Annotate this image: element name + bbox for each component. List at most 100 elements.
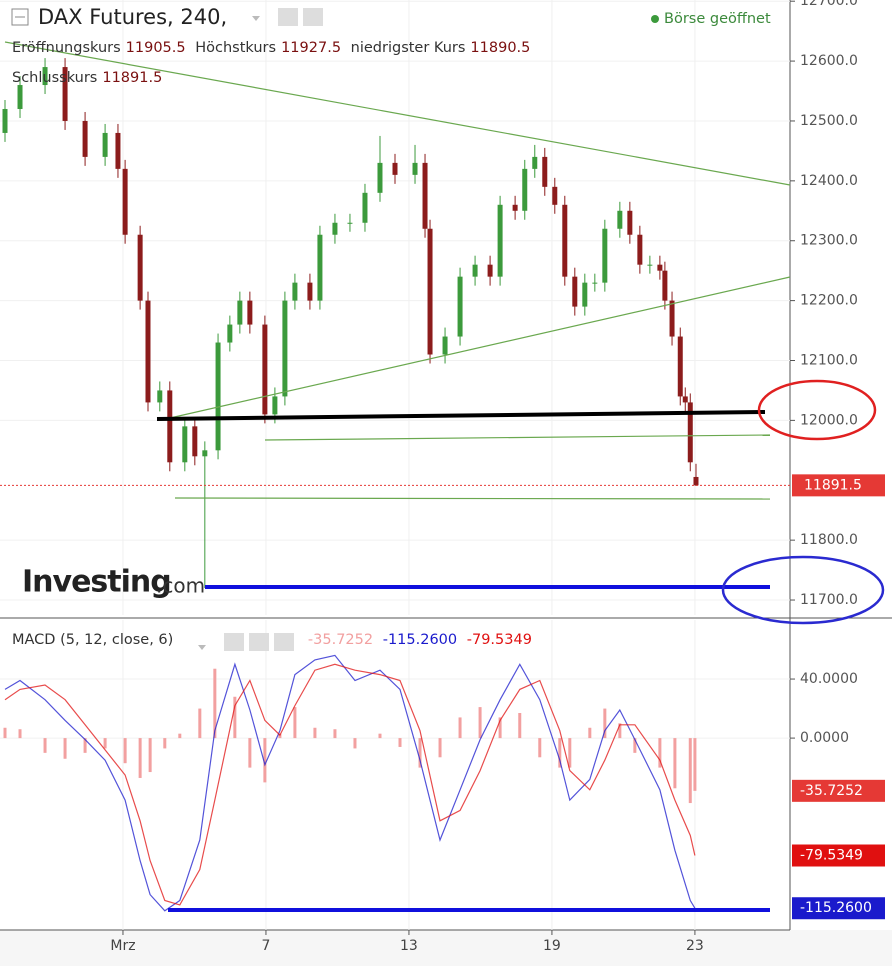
candle-body [472, 264, 478, 277]
histogram-bar [333, 729, 337, 739]
candle-body [627, 210, 633, 235]
candle-body [487, 264, 493, 277]
y-tick-label: 12400.0 [800, 173, 858, 189]
value-box-label: -35.7252 [800, 783, 863, 799]
visibility-icon[interactable] [224, 633, 244, 651]
candle-body [542, 156, 548, 187]
ohlc-label: Schlusskurs [12, 70, 98, 86]
histogram-bar [353, 738, 357, 749]
value-box-label: -79.5349 [800, 848, 863, 864]
candle-body [647, 264, 653, 266]
candle-body [677, 336, 683, 397]
marks: 11891.5 -35.7252 -115.2600 -79.5349 [0, 58, 885, 920]
candle-body [272, 396, 278, 415]
indicator-title: MACD (5, 12, close, 6) [12, 632, 174, 648]
candle-body [2, 108, 8, 133]
value-box [792, 897, 885, 920]
candle-body [237, 300, 243, 325]
circle-marker [757, 379, 877, 441]
histogram-bar [458, 717, 462, 739]
ohlc-value: 11890.5 [470, 40, 531, 56]
candle-body [82, 120, 88, 157]
candle-body [137, 234, 143, 301]
candle-body [362, 192, 368, 223]
histogram-bar [3, 727, 7, 739]
candle-body [247, 300, 253, 325]
candle-body [497, 204, 503, 277]
histogram-bar [248, 738, 252, 768]
trendline [174, 497, 771, 500]
close-icon[interactable] [274, 633, 294, 651]
candle-body [602, 228, 608, 283]
candle-body [693, 476, 699, 486]
candle-body [317, 234, 323, 301]
candle-body [227, 324, 233, 343]
ohlc-label: niedrigster Kurs [350, 40, 466, 56]
candle-body [532, 156, 538, 169]
value-box [792, 779, 885, 802]
x-tick-label: 7 [261, 938, 270, 954]
histogram-bar [693, 738, 697, 791]
trendline [169, 276, 791, 419]
histogram-bar [618, 723, 622, 739]
legend-value: -79.5349 [466, 632, 532, 648]
y-tick-label: 12500.0 [800, 113, 858, 129]
ohlc-row: Schlusskurs 11891.5 [12, 70, 167, 86]
candle-body [657, 264, 663, 271]
x-axis-strip [0, 930, 892, 966]
candle-body [552, 186, 558, 205]
histogram-bar [163, 738, 167, 749]
candle-body [145, 300, 151, 403]
histogram-bar [518, 713, 522, 739]
candle-body [182, 426, 188, 463]
histogram-bar [633, 738, 637, 753]
dropdown-icon[interactable] [198, 645, 206, 650]
candle-body [617, 210, 623, 229]
histogram-bar [293, 707, 297, 739]
ohlc-label: Höchstkurs [195, 40, 277, 56]
histogram-bar [178, 733, 182, 739]
macd-line [4, 663, 696, 906]
y-tick-label: 12200.0 [800, 293, 858, 309]
y-tick-label: 11800.0 [800, 532, 858, 548]
candle-body [687, 402, 693, 463]
histogram-bar [558, 738, 562, 768]
histogram-bar [138, 738, 142, 778]
candle-body [427, 228, 433, 355]
y-tick-label: 12600.0 [800, 53, 858, 69]
dropdown-icon[interactable] [252, 16, 260, 21]
y-tick-label: 0.0000 [800, 730, 849, 746]
y-tick-label: 40.0000 [800, 671, 858, 687]
candle-body [682, 396, 688, 403]
candle-body [392, 162, 398, 175]
watermark: Investing [22, 565, 171, 600]
settings-icon[interactable] [303, 8, 323, 26]
ohlc-label: Eröffnungskurs [12, 40, 121, 56]
ohlc-row: Eröffnungskurs 11905.5 Höchstkurs 11927.5 … [12, 40, 535, 56]
candle-body [442, 336, 448, 355]
legend-value: -115.2600 [382, 632, 458, 648]
candle-body [592, 282, 598, 284]
histogram-bar [418, 738, 422, 768]
histogram-bar [233, 696, 237, 739]
histogram-bar [18, 729, 22, 739]
visibility-icon[interactable] [278, 8, 298, 26]
candle-body [412, 162, 418, 175]
candle-body [102, 132, 108, 157]
candle-body [215, 342, 221, 451]
value-box-label: -115.2600 [800, 900, 872, 916]
collapse-icon[interactable] [11, 8, 29, 26]
candle-body [115, 132, 121, 169]
drawings [4, 41, 885, 912]
candle-body [377, 162, 383, 193]
x-tick-label: 19 [543, 938, 561, 954]
histogram-bar [688, 738, 692, 804]
histogram-bar [263, 738, 267, 783]
histogram-bar [198, 708, 202, 739]
candle-body [522, 168, 528, 211]
x-tick-label: 23 [686, 938, 704, 954]
candle-body [192, 426, 198, 457]
candle-body [457, 276, 463, 337]
settings-icon[interactable] [249, 633, 269, 651]
